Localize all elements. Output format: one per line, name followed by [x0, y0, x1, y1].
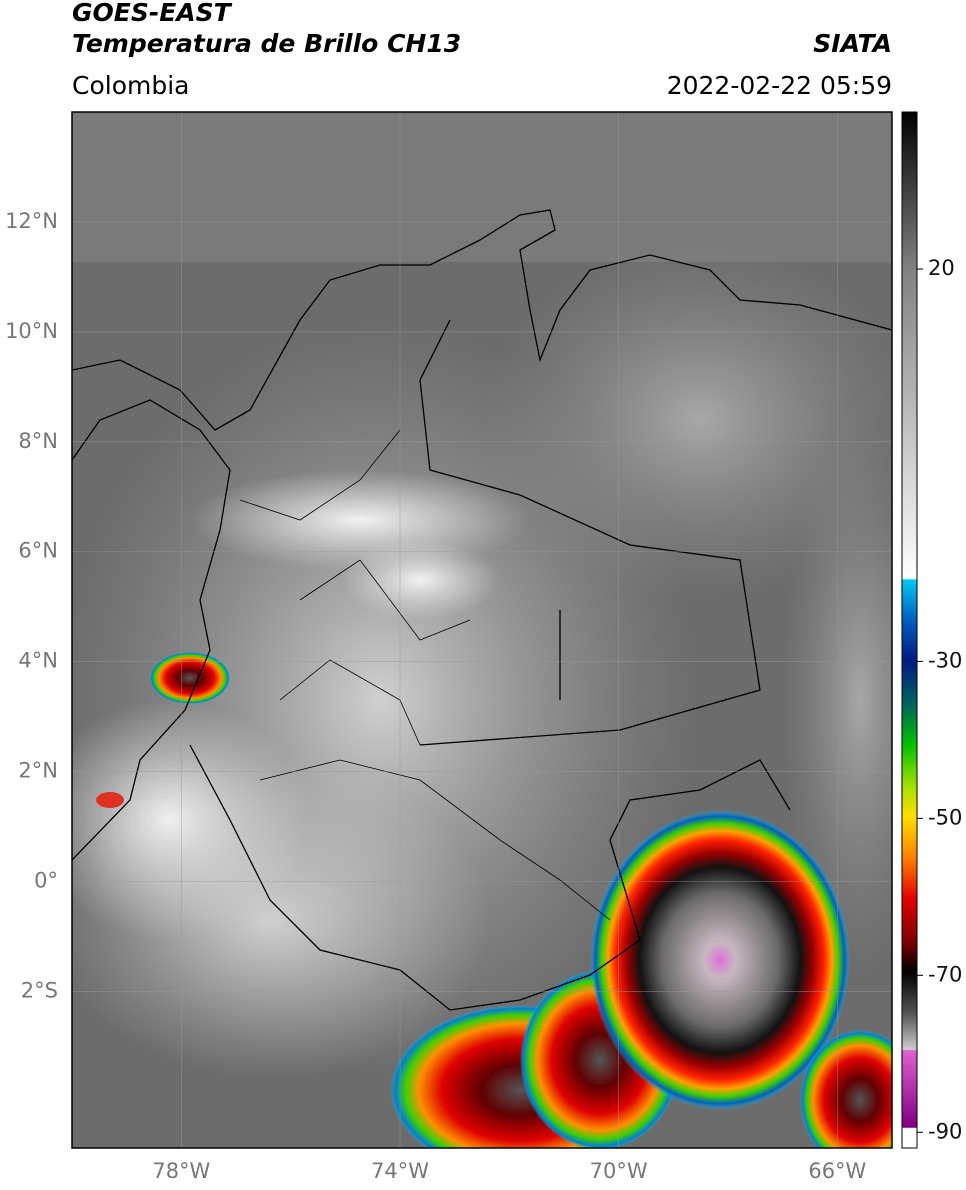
lat-tick-label: 10°N [5, 319, 58, 343]
lat-tick-label: 2°N [18, 759, 58, 783]
lon-tick-label: 78°W [152, 1159, 210, 1183]
lat-tick-label: 6°N [18, 539, 58, 563]
region: Colombia [72, 71, 189, 100]
lat-tick-label: 12°N [5, 209, 58, 233]
satellite: GOES-EAST [72, 0, 233, 27]
colorbar-tick-label: -30 [928, 648, 962, 672]
lon-tick-label: 74°W [371, 1159, 429, 1183]
lon-tick-label: 66°W [808, 1159, 866, 1183]
lat-tick-label: 4°N [18, 649, 58, 673]
colorbar-tick-label: -90 [928, 1119, 962, 1143]
lon-tick-label: 70°W [590, 1159, 648, 1183]
map-frame [71, 111, 893, 1149]
colorbar-tick-label: -70 [928, 962, 962, 986]
product: Temperatura de Brillo CH13 [72, 29, 461, 58]
colorbar-tick-label: -50 [928, 805, 962, 829]
lat-tick-label: 0° [34, 868, 58, 892]
colorbar [901, 111, 918, 1149]
satellite-image [72, 112, 892, 1148]
colorbar-tick-label: 20 [928, 256, 955, 280]
datetime: 2022-02-22 05:59 [667, 71, 892, 100]
lat-tick-label: 2°S [21, 978, 58, 1002]
source: SIATA [813, 29, 892, 58]
lat-tick-label: 8°N [18, 429, 58, 453]
graticule [72, 112, 892, 1148]
